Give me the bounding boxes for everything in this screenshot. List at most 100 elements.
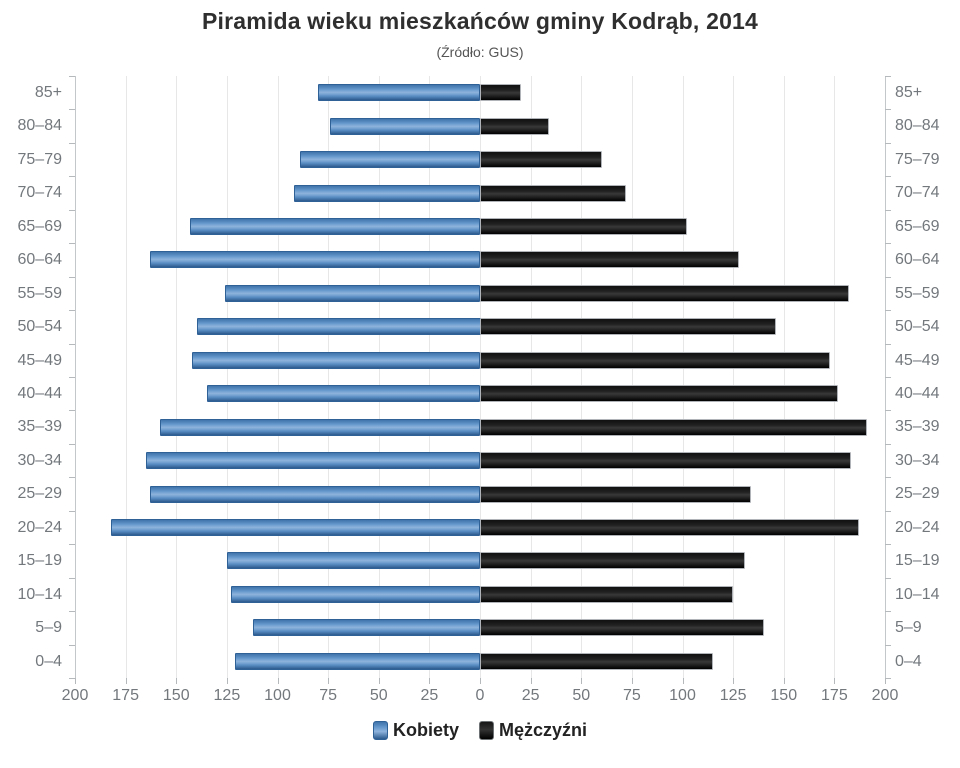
- age-label-right: 50–54: [895, 318, 940, 336]
- bar-men-15–19: [480, 552, 745, 569]
- legend: Kobiety Mężczyźni: [0, 720, 960, 741]
- age-label-right: 60–64: [895, 251, 940, 269]
- bar-men-80–84: [480, 118, 549, 135]
- bar-women-85+: [318, 84, 480, 101]
- gridline: [631, 76, 633, 678]
- age-label-right: 5–9: [895, 619, 922, 637]
- bar-women-70–74: [294, 185, 480, 202]
- age-label-left: 80–84: [17, 117, 63, 135]
- axis-border-line: [74, 76, 76, 678]
- legend-label-men: Mężczyźni: [498, 720, 588, 740]
- y-axis-tick-left: [69, 210, 75, 211]
- bar-men-25–29: [480, 486, 751, 503]
- bar-men-70–74: [480, 185, 626, 202]
- x-axis-tick: [530, 678, 532, 684]
- bar-women-15–19: [227, 552, 480, 569]
- x-tick-label: 0: [475, 687, 485, 704]
- x-tick-label: 100: [669, 687, 696, 704]
- women-series-swatch-icon: [372, 721, 388, 740]
- gridline: [327, 76, 329, 678]
- x-tick-label: 50: [369, 687, 388, 704]
- y-axis-tick-right: [885, 611, 891, 612]
- bar-men-45–49: [480, 352, 830, 369]
- bar-women-40–44: [207, 385, 480, 402]
- x-tick-label: 75: [319, 687, 338, 704]
- x-axis-tick: [327, 678, 329, 684]
- bar-men-30–34: [480, 452, 851, 469]
- bar-men-50–54: [480, 318, 776, 335]
- age-label-right: 20–24: [895, 518, 940, 536]
- age-label-left: 25–29: [17, 485, 63, 503]
- age-label-right: 75–79: [895, 150, 940, 168]
- y-axis-tick-left: [69, 277, 75, 278]
- bar-men-75–79: [480, 151, 602, 168]
- bar-men-0–4: [480, 653, 713, 670]
- x-tick-label: 100: [264, 687, 291, 704]
- age-label-right: 85+: [895, 84, 923, 101]
- age-label-right: 70–74: [895, 184, 940, 202]
- bar-men-35–39: [480, 419, 867, 436]
- age-label-right: 55–59: [895, 284, 940, 302]
- y-axis-tick-right: [885, 76, 891, 77]
- bar-men-85+: [480, 84, 521, 101]
- x-tick-label: 75: [622, 687, 641, 704]
- bar-women-65–69: [190, 218, 480, 235]
- bar-men-20–24: [480, 519, 859, 536]
- age-label-right: 0–4: [895, 652, 922, 670]
- y-axis-tick-left: [69, 377, 75, 378]
- age-label-left: 60–64: [17, 251, 63, 269]
- gridline: [226, 76, 228, 678]
- x-axis-tick: [428, 678, 430, 684]
- y-axis-tick-right: [885, 645, 891, 646]
- y-axis-tick-left: [69, 511, 75, 512]
- y-axis-tick-left: [69, 310, 75, 311]
- bar-women-80–84: [330, 118, 480, 135]
- y-axis-tick-left: [69, 143, 75, 144]
- y-axis-tick-right: [885, 410, 891, 411]
- bar-men-5–9: [480, 619, 764, 636]
- y-axis-tick-left: [69, 109, 75, 110]
- legend-item-women[interactable]: Kobiety: [372, 720, 459, 741]
- age-label-right: 30–34: [895, 451, 940, 469]
- gridline: [682, 76, 684, 678]
- x-tick-label: 200: [61, 687, 89, 704]
- y-axis-tick-left: [69, 76, 75, 77]
- y-axis-tick-right: [885, 344, 891, 345]
- age-label-left: 85+: [34, 84, 62, 101]
- age-label-left: 50–54: [17, 318, 63, 336]
- x-axis-tick: [884, 678, 886, 684]
- gridline: [277, 76, 279, 678]
- bar-women-60–64: [150, 251, 480, 268]
- x-axis-tick: [378, 678, 380, 684]
- x-tick-label: 125: [213, 687, 241, 704]
- bar-women-5–9: [253, 619, 480, 636]
- age-label-right: 35–39: [895, 418, 940, 436]
- gridline: [479, 76, 481, 678]
- bar-men-55–59: [480, 285, 849, 302]
- gridline: [833, 76, 835, 678]
- x-axis-tick: [580, 678, 582, 684]
- y-axis-tick-left: [69, 243, 75, 244]
- gridline: [125, 76, 127, 678]
- y-axis-tick-right: [885, 511, 891, 512]
- bar-women-30–34: [146, 452, 480, 469]
- age-label-right: 15–19: [895, 552, 940, 570]
- bar-women-45–49: [192, 352, 480, 369]
- x-tick-label: 175: [112, 687, 139, 704]
- x-axis-tick: [125, 678, 127, 684]
- bar-women-75–79: [300, 151, 480, 168]
- x-axis-tick: [732, 678, 734, 684]
- legend-item-men[interactable]: Mężczyźni: [478, 720, 588, 741]
- age-label-right: 45–49: [895, 351, 940, 369]
- y-axis-tick-left: [69, 678, 75, 679]
- gridline: [530, 76, 532, 678]
- gridline: [580, 76, 582, 678]
- y-axis-tick-right: [885, 578, 891, 579]
- age-label-right: 65–69: [895, 217, 940, 235]
- x-axis-tick: [479, 678, 481, 684]
- men-series-swatch-icon: [478, 721, 494, 740]
- bar-women-55–59: [225, 285, 480, 302]
- age-label-left: 75–79: [17, 150, 63, 168]
- y-axis-tick-right: [885, 377, 891, 378]
- age-label-left: 10–14: [17, 585, 63, 603]
